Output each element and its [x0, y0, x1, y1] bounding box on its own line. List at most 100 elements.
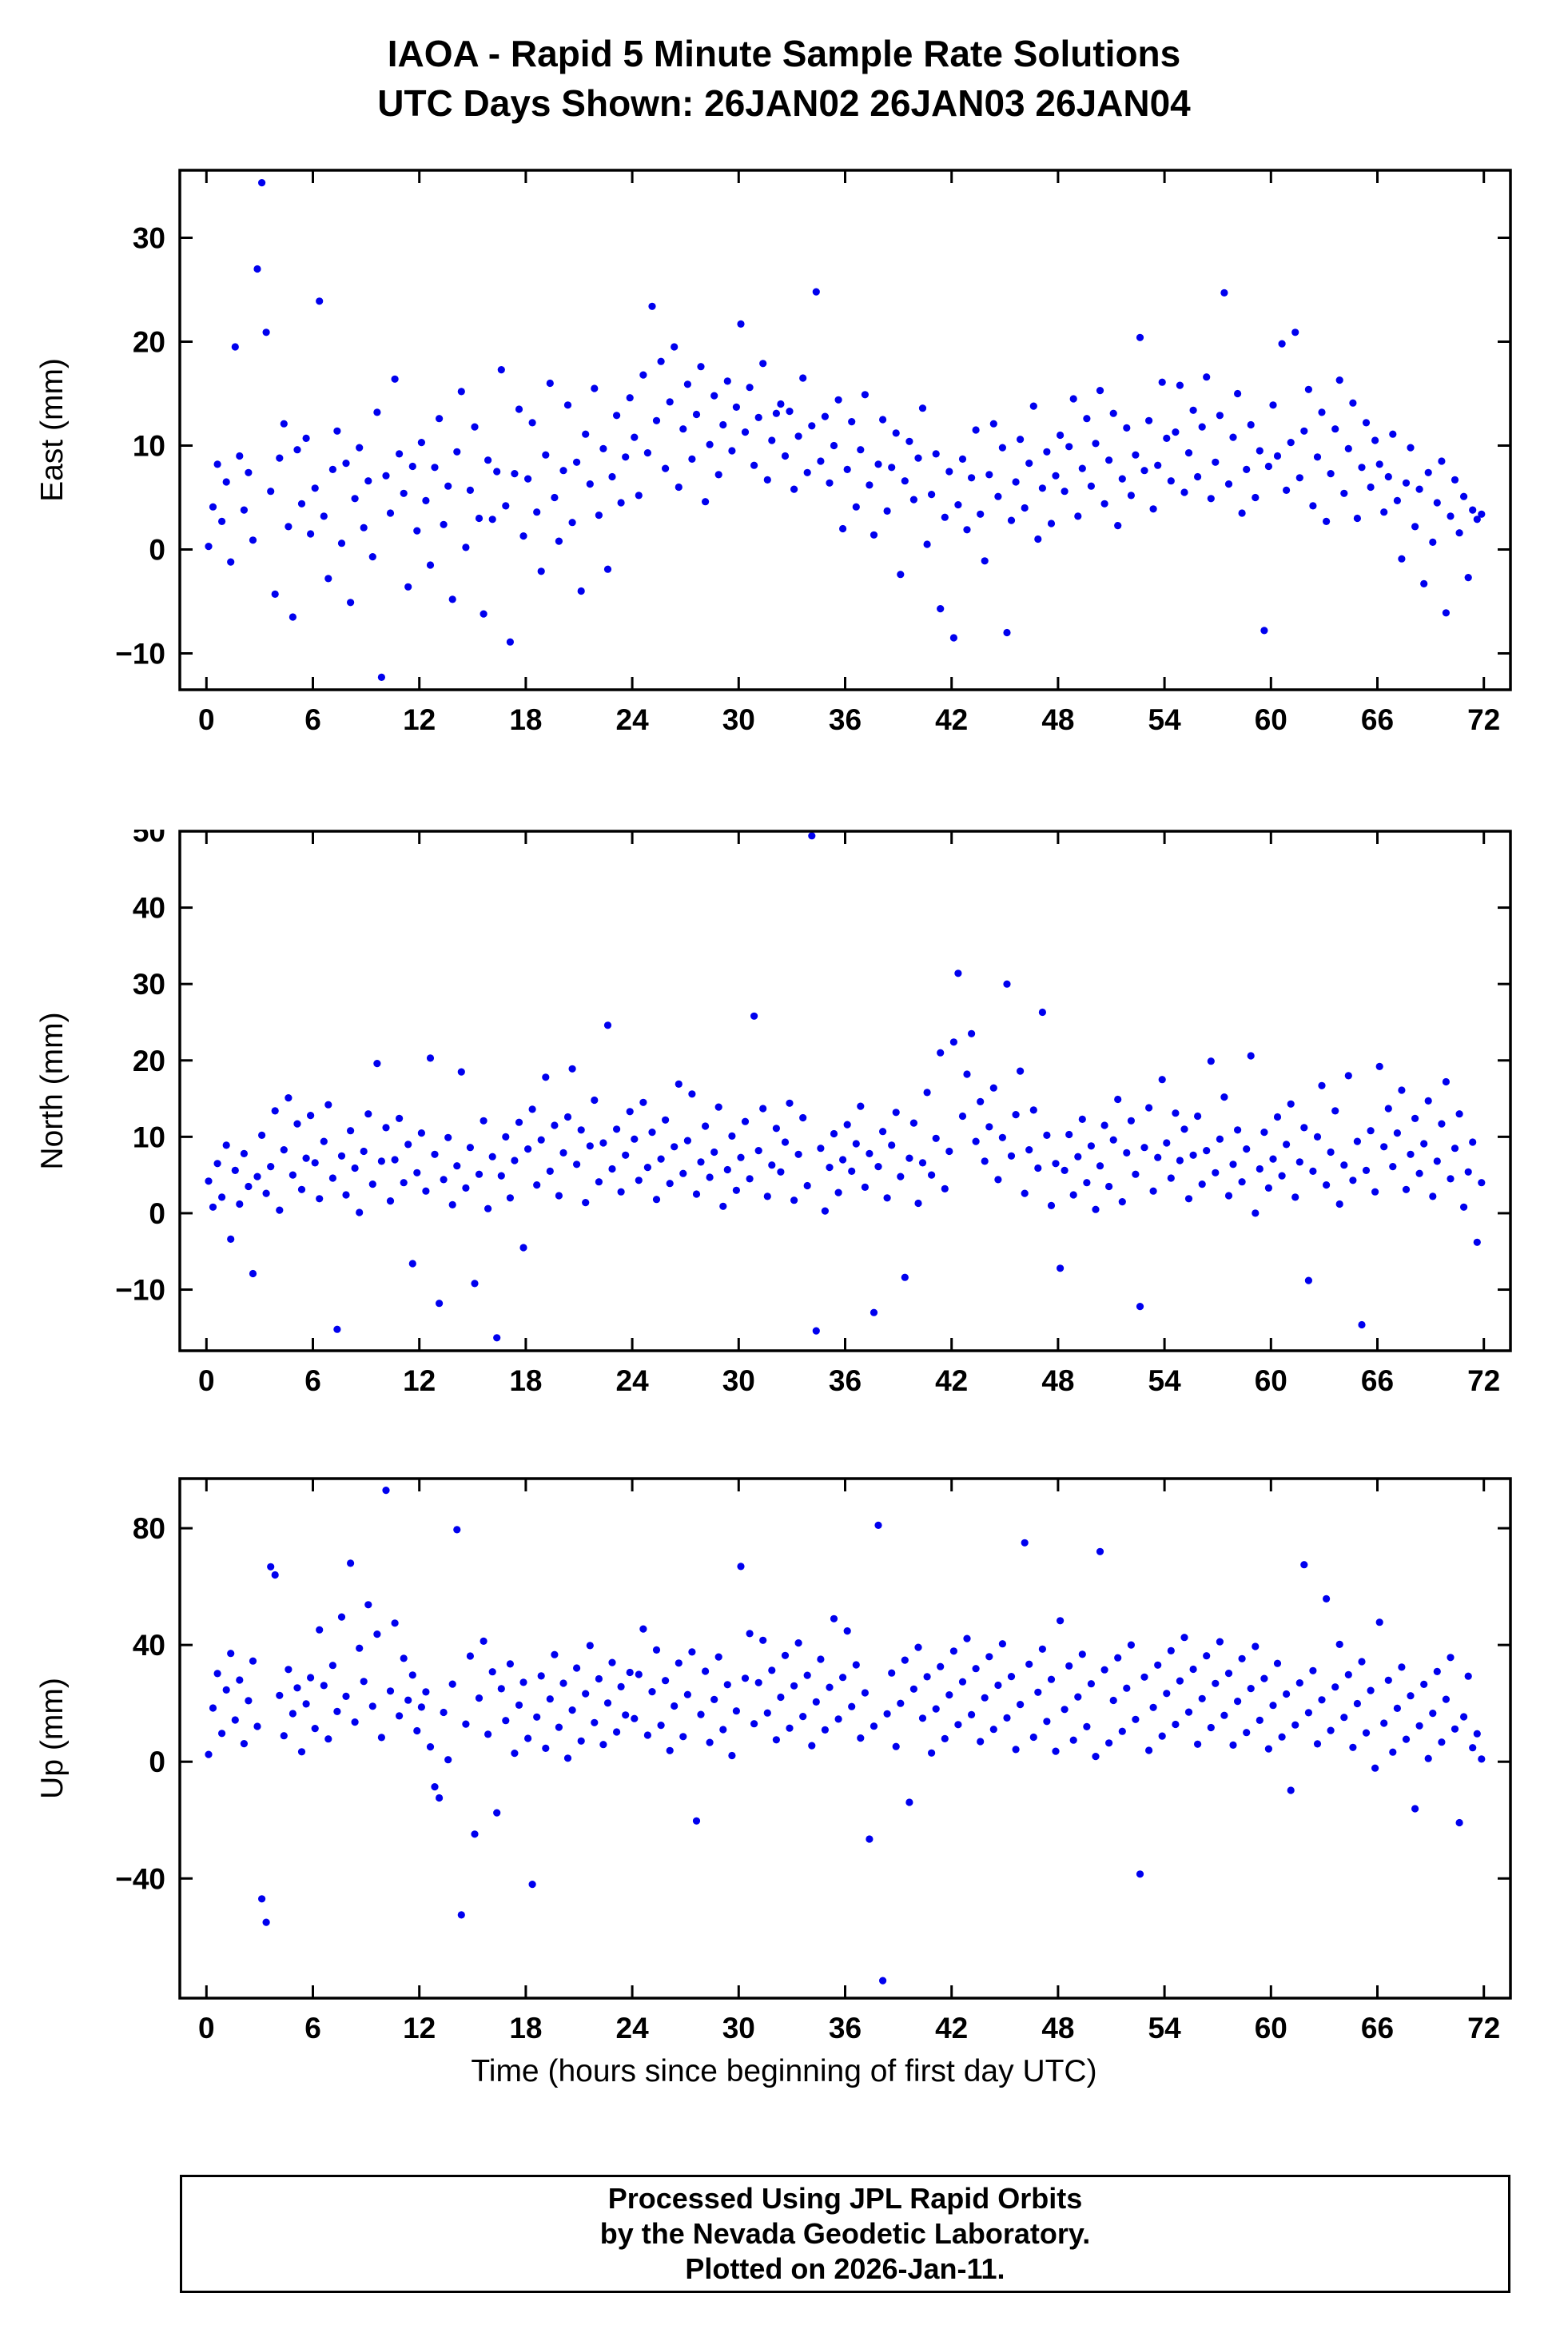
- data-point: [989, 1726, 997, 1734]
- data-point: [559, 1149, 567, 1157]
- data-point: [1367, 1686, 1375, 1694]
- data-point: [914, 1199, 922, 1208]
- data-point: [515, 1118, 523, 1126]
- data-point: [1057, 1617, 1065, 1625]
- data-point: [839, 1156, 847, 1164]
- data-point: [723, 1681, 731, 1689]
- data-point: [1420, 579, 1428, 588]
- data-point: [826, 479, 834, 487]
- data-point: [480, 610, 488, 618]
- data-point: [692, 1190, 701, 1198]
- data-point: [563, 1754, 572, 1762]
- data-point: [1384, 1676, 1392, 1684]
- data-point: [830, 1614, 838, 1622]
- data-point: [937, 605, 945, 613]
- data-point: [834, 1715, 842, 1723]
- data-point: [1167, 1646, 1175, 1654]
- data-point: [1158, 1732, 1166, 1740]
- data-point: [1132, 451, 1140, 459]
- data-point: [949, 634, 957, 642]
- data-point: [1038, 1008, 1046, 1017]
- data-point: [1340, 1714, 1348, 1722]
- data-point: [746, 384, 754, 392]
- data-point: [519, 1244, 527, 1252]
- data-point: [342, 1692, 350, 1700]
- data-point: [1184, 1195, 1193, 1203]
- data-point: [382, 1124, 390, 1132]
- data-point: [311, 1725, 319, 1733]
- data-point: [484, 1204, 492, 1212]
- data-point: [1043, 1131, 1051, 1139]
- data-point: [586, 1642, 594, 1650]
- data-point: [981, 1157, 989, 1165]
- data-point: [1212, 458, 1220, 466]
- data-point: [937, 1049, 945, 1057]
- data-point: [772, 1736, 781, 1744]
- data-point: [652, 1646, 661, 1654]
- data-point: [297, 1748, 306, 1756]
- data-point: [1220, 1711, 1228, 1719]
- data-point: [949, 1647, 957, 1655]
- data-point: [293, 1120, 301, 1128]
- plot-frame: [178, 830, 1512, 1352]
- x-axis-label: Time (hours since beginning of first day…: [471, 2054, 1097, 2088]
- data-point: [599, 444, 607, 452]
- data-point: [741, 1674, 750, 1682]
- data-point: [302, 1700, 310, 1708]
- data-point: [599, 1139, 607, 1147]
- data-point: [524, 475, 532, 483]
- data-point: [396, 1114, 404, 1122]
- data-point: [245, 1697, 253, 1705]
- data-point: [253, 265, 261, 273]
- data-point: [1469, 1744, 1477, 1752]
- y-tick-label: 10: [133, 430, 165, 463]
- data-point: [227, 1650, 235, 1658]
- data-point: [817, 1145, 825, 1153]
- x-tick-label: 6: [304, 1364, 321, 1397]
- data-point: [404, 583, 412, 591]
- data-point: [267, 1163, 275, 1171]
- data-point: [812, 1327, 820, 1335]
- data-point: [613, 1125, 621, 1133]
- data-point: [546, 379, 554, 388]
- data-point: [1052, 472, 1060, 480]
- x-tick-label: 12: [403, 703, 436, 736]
- data-point: [1291, 1721, 1299, 1729]
- data-point: [1398, 1663, 1406, 1671]
- data-point: [750, 1012, 758, 1020]
- data-point: [475, 1694, 484, 1702]
- data-point: [613, 412, 621, 420]
- data-point: [493, 468, 501, 476]
- data-point: [368, 1180, 376, 1188]
- data-point: [1407, 1692, 1415, 1700]
- y-tick-label: 0: [149, 1197, 165, 1230]
- data-point: [914, 454, 922, 462]
- data-point: [1043, 448, 1051, 456]
- data-point: [475, 1170, 484, 1178]
- data-point: [945, 468, 953, 476]
- data-point: [1424, 468, 1432, 476]
- data-point: [737, 1563, 745, 1571]
- data-point: [404, 1141, 412, 1149]
- data-point: [1189, 406, 1197, 414]
- data-point: [555, 537, 563, 545]
- data-point: [347, 1559, 355, 1567]
- data-point: [781, 1651, 790, 1659]
- data-point: [258, 1131, 266, 1139]
- data-point: [1415, 485, 1423, 493]
- data-point: [236, 452, 244, 460]
- data-point: [502, 502, 510, 510]
- data-point: [932, 450, 940, 458]
- data-point: [466, 1652, 475, 1660]
- data-point: [559, 467, 567, 475]
- data-point: [626, 1668, 634, 1677]
- data-point: [316, 1195, 324, 1203]
- data-point: [1189, 1151, 1197, 1159]
- data-point: [1344, 444, 1352, 452]
- data-point: [422, 1688, 430, 1696]
- data-point: [1367, 1127, 1375, 1135]
- data-point: [328, 1174, 336, 1182]
- data-point: [1243, 1145, 1251, 1153]
- data-point: [1331, 1107, 1339, 1115]
- data-point: [888, 1141, 896, 1149]
